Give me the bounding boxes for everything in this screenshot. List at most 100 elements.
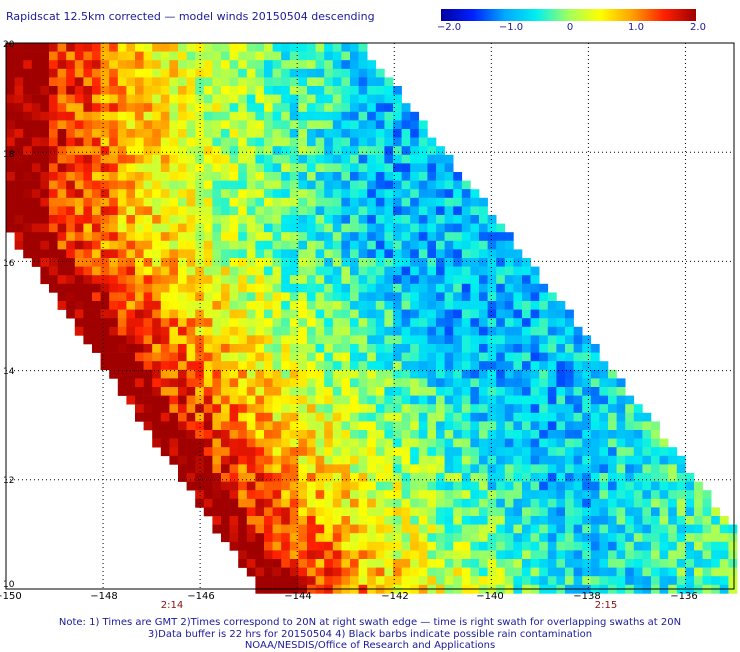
swath-cell xyxy=(547,301,557,310)
swath-cell xyxy=(324,387,334,396)
swath-cell xyxy=(367,68,377,78)
swath-cell xyxy=(178,335,187,345)
swath-cell xyxy=(625,473,635,482)
swath-cell xyxy=(590,524,600,534)
swath-cell xyxy=(332,232,342,242)
swath-cell xyxy=(539,550,549,560)
swath-cell xyxy=(418,154,428,164)
swath-cell xyxy=(152,352,162,362)
swath-cell xyxy=(264,137,273,147)
swath-cell xyxy=(350,258,359,267)
swath-cell xyxy=(238,352,248,362)
swath-cell xyxy=(264,404,273,414)
swath-cell xyxy=(565,516,574,525)
swath-cell xyxy=(504,378,514,388)
swath-cell xyxy=(350,189,359,199)
swath-cell xyxy=(513,524,523,534)
swath-cell xyxy=(221,266,230,276)
swath-cell xyxy=(117,146,127,156)
swath-cell xyxy=(479,464,488,474)
swath-cell xyxy=(530,387,540,396)
swath-cell xyxy=(513,361,523,371)
swath-cell xyxy=(367,60,377,70)
swath-cell xyxy=(694,507,703,517)
swath-cell xyxy=(375,283,385,293)
swath-cell xyxy=(324,473,334,482)
swath-cell xyxy=(74,163,84,173)
swath-cell xyxy=(40,249,50,259)
swath-cell xyxy=(384,412,394,422)
swath-cell xyxy=(367,103,377,113)
swath-cell xyxy=(461,524,471,534)
swath-cell xyxy=(23,197,33,207)
swath-cell xyxy=(160,154,170,164)
swath-cell xyxy=(651,550,660,560)
swath-cell xyxy=(109,318,119,328)
swath-cell xyxy=(367,240,377,250)
swath-cell xyxy=(57,137,67,147)
swath-cell xyxy=(66,163,76,173)
swath-cell xyxy=(74,266,84,276)
swath-cell xyxy=(212,129,222,138)
swath-cell xyxy=(616,412,626,422)
swath-cell xyxy=(479,335,488,345)
swath-cell xyxy=(169,283,179,293)
swath-cells xyxy=(6,43,738,594)
swath-cell xyxy=(117,258,127,267)
swath-cell xyxy=(573,447,583,457)
swath-cell xyxy=(83,309,93,319)
swath-cell xyxy=(57,111,67,121)
swath-cell xyxy=(152,361,162,371)
swath-cell xyxy=(126,103,136,113)
swath-cell xyxy=(221,189,230,199)
swath-cell xyxy=(599,524,609,534)
swath-cell xyxy=(694,498,703,508)
swath-cell xyxy=(444,430,454,439)
swath-cell xyxy=(49,60,58,70)
swath-cell xyxy=(246,146,256,156)
swath-cell xyxy=(418,206,428,216)
swath-cell xyxy=(212,516,222,525)
swath-cell xyxy=(358,266,368,276)
swath-cell xyxy=(522,275,531,285)
swath-cell xyxy=(203,421,213,431)
swath-cell xyxy=(642,498,652,508)
swath-cell xyxy=(74,206,84,216)
swath-cell xyxy=(229,516,239,525)
swath-cell xyxy=(238,344,248,353)
lon-label: −142 xyxy=(381,591,409,602)
swath-cell xyxy=(332,481,342,491)
swath-cell xyxy=(229,232,239,242)
swath-cell xyxy=(375,378,385,388)
swath-cell xyxy=(616,516,626,525)
swath-cell xyxy=(289,223,299,233)
swath-cell xyxy=(375,498,385,508)
swath-cell xyxy=(281,292,291,302)
swath-cell xyxy=(160,447,170,457)
swath-cell xyxy=(496,498,506,508)
swath-cell xyxy=(195,455,205,465)
swath-cell xyxy=(590,490,600,500)
swath-cell xyxy=(264,51,273,61)
swath-cell xyxy=(711,533,721,543)
swath-cell xyxy=(513,352,523,362)
swath-cell xyxy=(83,180,93,190)
swath-cell xyxy=(246,223,256,233)
swath-cell xyxy=(281,404,291,414)
swath-cell xyxy=(470,189,480,199)
swath-cell xyxy=(324,352,334,362)
swath-cell xyxy=(676,541,686,551)
swath-cell xyxy=(479,576,488,586)
swath-cell xyxy=(109,361,119,371)
swath-cell xyxy=(307,146,316,156)
swath-cell xyxy=(281,129,291,138)
swath-cell xyxy=(255,490,265,500)
swath-cell xyxy=(427,344,437,353)
swath-cell xyxy=(651,533,660,543)
swath-cell xyxy=(100,172,110,181)
swath-cell xyxy=(264,447,273,457)
swath-cell xyxy=(152,240,162,250)
swath-cell xyxy=(324,120,334,130)
swath-cell xyxy=(479,490,488,500)
swath-cell xyxy=(496,266,506,276)
